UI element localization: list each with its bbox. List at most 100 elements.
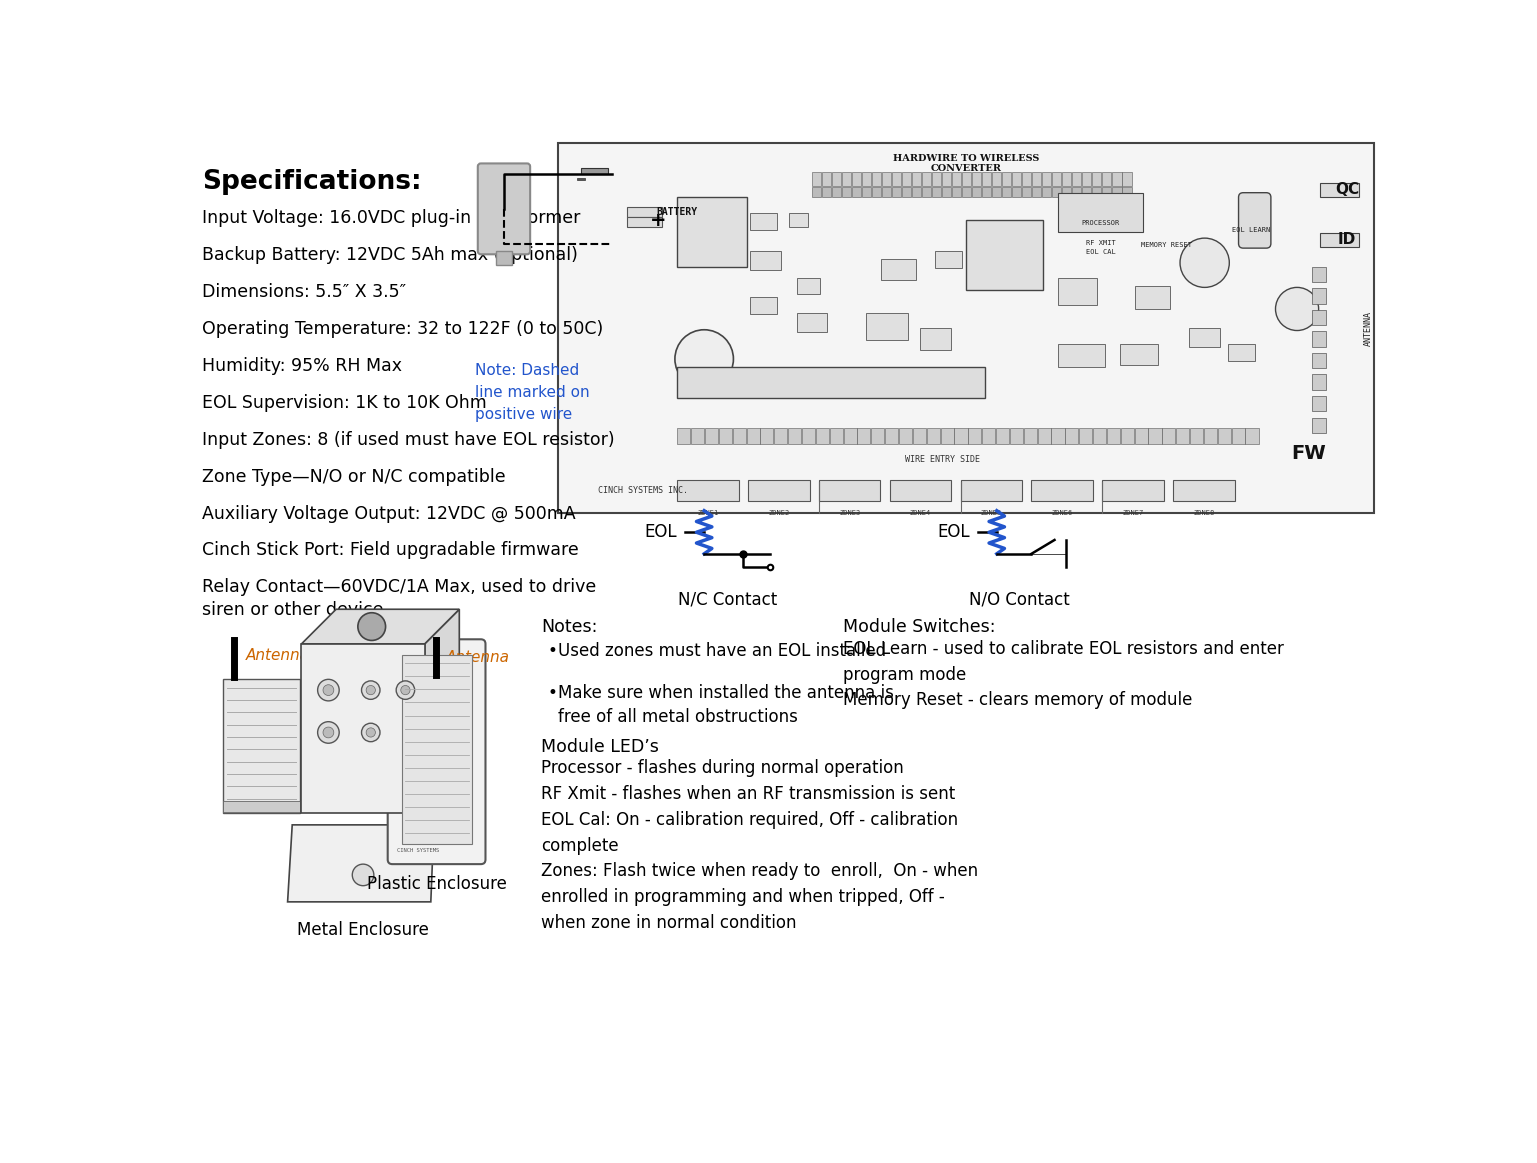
Bar — [882, 172, 891, 186]
Bar — [842, 172, 851, 186]
Bar — [822, 187, 832, 198]
Bar — [1217, 428, 1231, 444]
Bar — [1065, 428, 1079, 444]
Text: Dimensions: 5.5″ X 3.5″: Dimensions: 5.5″ X 3.5″ — [203, 283, 406, 301]
Bar — [1037, 428, 1051, 444]
Bar — [750, 298, 778, 314]
Bar — [971, 172, 981, 186]
Bar — [1033, 172, 1042, 186]
Polygon shape — [424, 609, 460, 813]
Text: Operating Temperature: 32 to 122F (0 to 50C): Operating Temperature: 32 to 122F (0 to … — [203, 320, 604, 337]
Circle shape — [366, 728, 375, 737]
Text: CONVERTER: CONVERTER — [930, 164, 1002, 173]
Bar — [678, 198, 747, 266]
Text: Plastic Enclosure: Plastic Enclosure — [367, 875, 507, 893]
Bar — [862, 187, 871, 198]
Text: ZONE8: ZONE8 — [1193, 511, 1214, 516]
Bar — [1320, 234, 1359, 248]
Bar — [922, 172, 931, 186]
Bar — [1013, 187, 1022, 198]
Text: ZONE5: ZONE5 — [981, 511, 1002, 516]
Text: ANTENNA: ANTENNA — [1363, 311, 1373, 345]
Bar — [927, 428, 939, 444]
Text: Antenna: Antenna — [446, 650, 509, 665]
Bar — [931, 187, 941, 198]
Bar — [902, 172, 911, 186]
Bar — [891, 187, 901, 198]
Bar — [802, 428, 815, 444]
Bar — [1122, 187, 1131, 198]
Bar — [942, 172, 951, 186]
Bar — [982, 172, 991, 186]
Polygon shape — [301, 609, 460, 644]
Bar — [1042, 172, 1051, 186]
Bar — [1031, 480, 1093, 501]
Bar — [954, 428, 967, 444]
Text: N/C Contact: N/C Contact — [678, 590, 776, 608]
Circle shape — [366, 685, 375, 694]
Bar — [1113, 187, 1122, 198]
Bar — [816, 428, 828, 444]
Bar — [832, 187, 841, 198]
Bar — [1134, 428, 1148, 444]
Bar — [842, 187, 851, 198]
Text: ZONE3: ZONE3 — [839, 511, 861, 516]
Text: •: • — [547, 642, 556, 659]
Text: Input Voltage: 16.0VDC plug-in transformer: Input Voltage: 16.0VDC plug-in transform… — [203, 209, 581, 227]
Circle shape — [318, 679, 340, 701]
Bar — [882, 187, 891, 198]
Bar — [1190, 428, 1203, 444]
Bar — [993, 172, 1002, 186]
Text: ZONE4: ZONE4 — [910, 511, 931, 516]
Bar — [1093, 172, 1102, 186]
Bar — [911, 187, 921, 198]
Bar — [1176, 428, 1190, 444]
Bar — [1320, 184, 1359, 198]
Bar — [1313, 418, 1326, 433]
Bar — [1059, 193, 1144, 231]
Bar — [1245, 428, 1259, 444]
Bar — [1190, 328, 1220, 348]
Text: EOL Supervision: 1K to 10K Ohm: EOL Supervision: 1K to 10K Ohm — [203, 393, 487, 412]
Bar — [891, 172, 901, 186]
Bar — [750, 213, 778, 229]
Polygon shape — [287, 825, 433, 901]
Bar — [885, 428, 898, 444]
Circle shape — [675, 330, 733, 388]
Text: Relay Contact—60VDC/1A Max, used to drive
siren or other device: Relay Contact—60VDC/1A Max, used to driv… — [203, 578, 596, 619]
Bar — [705, 428, 718, 444]
Bar — [942, 187, 951, 198]
Circle shape — [358, 613, 386, 641]
Bar — [951, 187, 961, 198]
Text: Input Zones: 8 (if used must have EOL resistor): Input Zones: 8 (if used must have EOL re… — [203, 430, 615, 449]
Bar — [1062, 187, 1071, 198]
Text: ZONE6: ZONE6 — [1051, 511, 1073, 516]
Bar — [1079, 428, 1093, 444]
Circle shape — [361, 680, 380, 699]
Text: Auxiliary Voltage Output: 12VDC @ 500mA: Auxiliary Voltage Output: 12VDC @ 500mA — [203, 505, 576, 522]
Bar — [788, 428, 801, 444]
Bar — [1073, 172, 1082, 186]
Text: Humidity: 95% RH Max: Humidity: 95% RH Max — [203, 357, 403, 374]
Bar — [1033, 187, 1042, 198]
Bar — [1022, 187, 1031, 198]
Bar — [1093, 187, 1102, 198]
Text: Processor - flashes during normal operation
RF Xmit - flashes when an RF transmi: Processor - flashes during normal operat… — [541, 759, 978, 932]
Bar — [1203, 428, 1217, 444]
Bar — [1093, 428, 1107, 444]
Bar — [822, 172, 832, 186]
Text: N/O Contact: N/O Contact — [970, 590, 1070, 608]
Text: Antenna: Antenna — [246, 648, 310, 663]
Bar — [922, 187, 931, 198]
Text: Module Switches:: Module Switches: — [842, 619, 996, 636]
Bar — [911, 172, 921, 186]
Bar — [1122, 172, 1131, 186]
Circle shape — [361, 723, 380, 742]
Text: Used zones must have an EOL installed: Used zones must have an EOL installed — [558, 642, 885, 659]
Bar — [982, 187, 991, 198]
Text: RF XMIT: RF XMIT — [1085, 240, 1116, 245]
Bar — [1053, 187, 1062, 198]
Bar — [871, 187, 881, 198]
Bar — [496, 251, 512, 265]
Bar — [919, 328, 950, 350]
